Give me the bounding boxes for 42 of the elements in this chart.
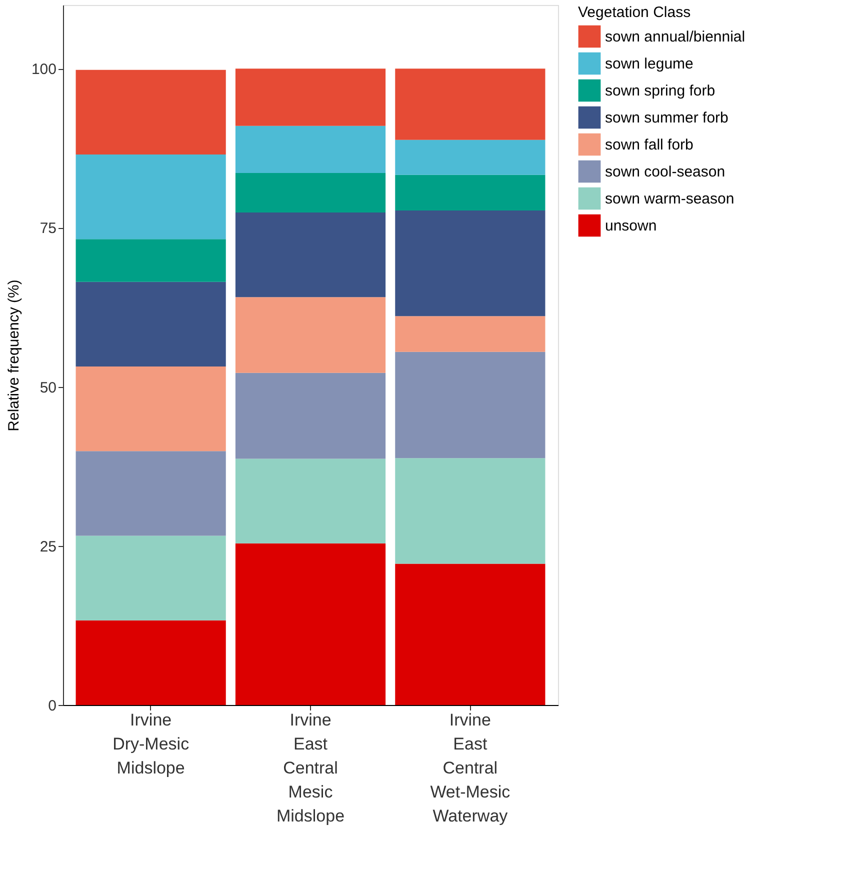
bar [235, 543, 386, 705]
bar [76, 239, 226, 282]
bar [395, 458, 546, 564]
legend-label: sown summer forb [605, 110, 728, 126]
legend-label: unsown [605, 218, 657, 234]
bar [395, 352, 546, 458]
y-tick-label: 25 [40, 538, 56, 556]
x-tick-label: Irvine East Central Wet-Mesic Waterway [430, 710, 511, 826]
bar [395, 174, 546, 211]
x-tick-label: Irvine East Central Mesic Midslope [276, 710, 345, 826]
y-tick-label: 100 [31, 61, 56, 78]
bar [235, 68, 386, 126]
bar [395, 140, 546, 175]
bar [395, 68, 546, 140]
bar [76, 536, 226, 620]
legend-label: sown annual/biennial [605, 28, 746, 46]
legend-label: sown spring forb [605, 82, 716, 100]
y-axis-title: Relative frequency (%) [5, 280, 22, 432]
bar [76, 451, 226, 536]
bar [76, 282, 226, 366]
bar [235, 212, 386, 298]
y-tick-label: 50 [40, 379, 56, 396]
legend-label: sown cool-season [605, 164, 726, 180]
bar [76, 620, 226, 705]
legend-title: Vegetation Class [578, 4, 691, 21]
bar [235, 297, 386, 373]
legend-label: sown warm-season [605, 190, 734, 208]
bar [235, 126, 386, 173]
legend-label: sown legume [605, 56, 694, 72]
bar [235, 372, 386, 459]
bar [235, 458, 386, 544]
bar [76, 154, 226, 240]
y-tick-label: 0 [48, 698, 56, 714]
bar [235, 173, 386, 212]
bar [76, 70, 226, 155]
legend-label: sown fall forb [605, 136, 694, 154]
bar [76, 366, 226, 452]
bar [395, 564, 546, 705]
bar [395, 210, 546, 316]
y-tick-label: 75 [40, 220, 56, 238]
bar [395, 316, 546, 352]
x-tick-label: Irvine Dry-Mesic Midslope [112, 710, 190, 778]
